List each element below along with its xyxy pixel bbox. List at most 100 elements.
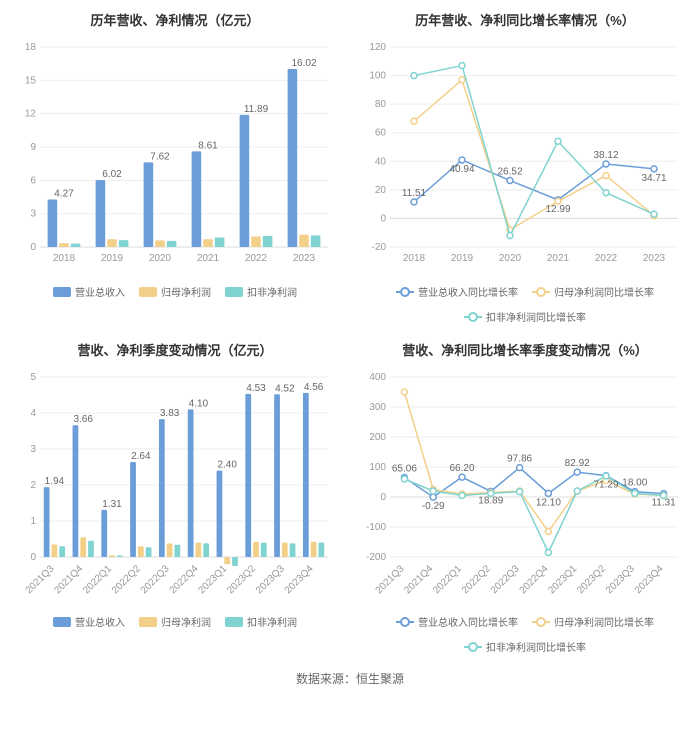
legend-item: 营业总收入同比增长率	[396, 614, 518, 629]
svg-text:300: 300	[369, 402, 386, 413]
svg-text:120: 120	[369, 42, 386, 53]
svg-text:12.10: 12.10	[536, 497, 561, 508]
legend-item: 营业总收入	[53, 614, 125, 629]
svg-text:9: 9	[30, 142, 36, 153]
svg-text:2023Q2: 2023Q2	[225, 563, 258, 596]
svg-text:2023Q2: 2023Q2	[575, 563, 608, 596]
legend-item: 归母净利润	[139, 614, 211, 629]
svg-text:2022Q2: 2022Q2	[460, 563, 493, 596]
legend-item: 扣非净利润同比增长率	[464, 639, 586, 654]
svg-text:0: 0	[30, 242, 36, 253]
chart3-title: 营收、净利季度变动情况（亿元）	[8, 340, 342, 359]
svg-text:2019: 2019	[101, 253, 124, 264]
svg-text:2020: 2020	[499, 253, 522, 264]
panel-quarterly-values: 营收、净利季度变动情况（亿元） 0123452021Q32021Q42022Q1…	[0, 330, 350, 660]
svg-text:65.06: 65.06	[392, 463, 417, 474]
svg-text:60: 60	[375, 128, 387, 139]
svg-text:1.31: 1.31	[102, 499, 122, 510]
svg-text:4.53: 4.53	[246, 383, 266, 394]
svg-text:3: 3	[30, 444, 36, 455]
chart1-legend: 营业总收入归母净利润扣非净利润	[8, 284, 342, 299]
svg-text:0: 0	[380, 492, 386, 503]
svg-text:40: 40	[375, 156, 387, 167]
svg-text:-100: -100	[366, 522, 386, 533]
svg-text:100: 100	[369, 71, 386, 82]
svg-text:2023: 2023	[643, 253, 666, 264]
legend-item: 扣非净利润	[225, 614, 297, 629]
svg-text:11.31: 11.31	[651, 498, 676, 509]
svg-text:12.99: 12.99	[545, 204, 570, 215]
svg-text:100: 100	[369, 462, 386, 473]
svg-text:2023Q3: 2023Q3	[604, 563, 637, 596]
svg-text:6.02: 6.02	[102, 169, 122, 180]
chart4-legend: 营业总收入同比增长率归母净利润同比增长率扣非净利润同比增长率	[358, 614, 692, 654]
svg-text:-0.29: -0.29	[422, 501, 445, 512]
svg-text:38.12: 38.12	[593, 150, 618, 161]
legend-item: 归母净利润	[139, 284, 211, 299]
chart1-canvas: 03691215182018201920202021202220234.276.…	[8, 35, 342, 280]
panel-quarterly-growth: 营收、净利同比增长率季度变动情况（%） -200-100010020030040…	[350, 330, 700, 660]
svg-text:34.71: 34.71	[641, 173, 666, 184]
panel-annual-growth: 历年营收、净利同比增长率情况（%） -200204060801001202018…	[350, 0, 700, 330]
svg-text:2022Q1: 2022Q1	[81, 563, 114, 596]
svg-text:7.62: 7.62	[150, 151, 170, 162]
svg-text:2022: 2022	[245, 253, 268, 264]
svg-text:2021Q4: 2021Q4	[52, 563, 85, 596]
data-source-footer: 数据来源：恒生聚源	[0, 660, 700, 701]
svg-text:2021: 2021	[547, 253, 570, 264]
svg-text:80: 80	[375, 99, 387, 110]
chart4-title: 营收、净利同比增长率季度变动情况（%）	[358, 340, 692, 359]
svg-text:2023Q1: 2023Q1	[196, 563, 229, 596]
legend-item: 扣非净利润同比增长率	[464, 309, 586, 324]
svg-text:2022: 2022	[595, 253, 618, 264]
svg-text:0: 0	[380, 213, 386, 224]
chart3-canvas: 0123452021Q32021Q42022Q12022Q22022Q32022…	[8, 365, 342, 610]
svg-text:1: 1	[30, 516, 36, 527]
svg-text:2018: 2018	[53, 253, 76, 264]
svg-text:16.02: 16.02	[291, 58, 316, 69]
legend-item: 营业总收入	[53, 284, 125, 299]
panel-annual-values: 历年营收、净利情况（亿元） 03691215182018201920202021…	[0, 0, 350, 330]
svg-text:2022Q4: 2022Q4	[518, 563, 551, 596]
svg-text:2022Q3: 2022Q3	[139, 563, 172, 596]
chart4-canvas: -200-10001002003004002021Q32021Q42022Q12…	[358, 365, 692, 610]
svg-text:2020: 2020	[149, 253, 172, 264]
svg-text:2021: 2021	[197, 253, 220, 264]
svg-text:2023Q4: 2023Q4	[633, 563, 666, 596]
svg-text:2.64: 2.64	[131, 451, 151, 462]
svg-text:200: 200	[369, 432, 386, 443]
svg-text:4.27: 4.27	[54, 189, 74, 200]
svg-text:2022Q2: 2022Q2	[110, 563, 143, 596]
legend-item: 归母净利润同比增长率	[532, 284, 654, 299]
svg-text:15: 15	[25, 75, 37, 86]
svg-text:3.66: 3.66	[73, 414, 93, 425]
legend-item: 扣非净利润	[225, 284, 297, 299]
svg-text:11.89: 11.89	[244, 104, 269, 115]
svg-text:6: 6	[30, 175, 36, 186]
svg-text:2021Q3: 2021Q3	[24, 563, 57, 596]
svg-text:2021Q3: 2021Q3	[374, 563, 407, 596]
legend-item: 归母净利润同比增长率	[532, 614, 654, 629]
svg-text:97.86: 97.86	[507, 454, 532, 465]
svg-text:66.20: 66.20	[449, 463, 474, 474]
svg-text:8.61: 8.61	[198, 140, 218, 151]
svg-text:2018: 2018	[403, 253, 426, 264]
svg-text:82.92: 82.92	[565, 458, 590, 469]
svg-text:4.56: 4.56	[304, 382, 324, 393]
svg-text:2.40: 2.40	[217, 460, 237, 471]
svg-text:2023Q3: 2023Q3	[254, 563, 287, 596]
svg-text:12: 12	[25, 109, 37, 120]
svg-text:3: 3	[30, 209, 36, 220]
legend-item: 营业总收入同比增长率	[396, 284, 518, 299]
svg-text:2023Q1: 2023Q1	[546, 563, 579, 596]
chart2-title: 历年营收、净利同比增长率情况（%）	[358, 10, 692, 29]
chart-grid: 历年营收、净利情况（亿元） 03691215182018201920202021…	[0, 0, 700, 660]
svg-text:0: 0	[30, 552, 36, 563]
svg-text:18.00: 18.00	[622, 478, 647, 489]
chart3-legend: 营业总收入归母净利润扣非净利润	[8, 614, 342, 629]
svg-text:2022Q4: 2022Q4	[168, 563, 201, 596]
svg-text:11.51: 11.51	[402, 188, 427, 199]
svg-text:26.52: 26.52	[497, 167, 522, 178]
chart1-title: 历年营收、净利情况（亿元）	[8, 10, 342, 29]
svg-text:5: 5	[30, 372, 36, 383]
